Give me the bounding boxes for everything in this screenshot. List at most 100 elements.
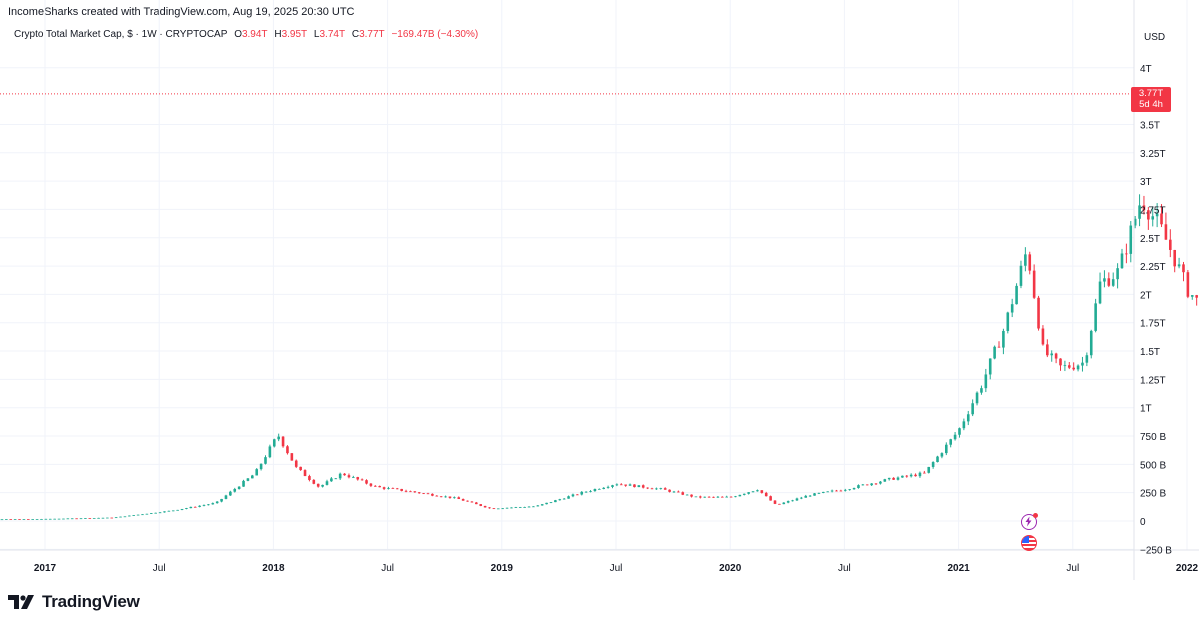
candle xyxy=(387,486,390,490)
candle xyxy=(712,496,715,498)
candle xyxy=(237,486,241,490)
x-tick-label: Jul xyxy=(381,563,394,574)
chart-grid xyxy=(0,0,1188,550)
candle xyxy=(268,444,272,459)
candle xyxy=(114,517,118,519)
y-tick-label: 250 B xyxy=(1140,489,1166,500)
candle xyxy=(31,519,35,520)
candle xyxy=(18,519,21,520)
candle xyxy=(641,484,645,489)
candle xyxy=(409,490,412,493)
candle xyxy=(804,494,808,498)
tradingview-wordmark: TradingView xyxy=(42,592,140,611)
lightning-event-icon[interactable] xyxy=(1021,513,1038,530)
y-tick-label: 4T xyxy=(1140,64,1152,75)
candle xyxy=(360,478,364,481)
candle xyxy=(545,502,548,505)
candle xyxy=(518,506,522,508)
candle xyxy=(720,496,724,498)
candle xyxy=(707,496,711,498)
candle xyxy=(149,513,153,514)
candle xyxy=(848,488,851,491)
candle xyxy=(760,490,764,494)
candle xyxy=(1138,194,1141,227)
candle xyxy=(171,510,175,512)
candle xyxy=(756,489,759,492)
candle xyxy=(505,507,509,509)
candle xyxy=(66,518,70,520)
candle xyxy=(909,473,913,478)
candle xyxy=(1177,257,1181,269)
candle xyxy=(703,496,707,498)
candle xyxy=(185,507,188,510)
y-tick-label: 750 B xyxy=(1140,432,1166,443)
candle xyxy=(202,504,206,507)
candle xyxy=(316,483,320,488)
candle xyxy=(782,502,786,505)
candle xyxy=(53,518,56,520)
candle xyxy=(716,495,720,498)
candle xyxy=(40,518,43,520)
candle xyxy=(233,487,237,493)
candle xyxy=(119,516,122,518)
candle xyxy=(589,490,592,493)
candle xyxy=(615,483,619,487)
candle xyxy=(1169,229,1172,258)
candle xyxy=(382,486,386,491)
candle xyxy=(1059,358,1062,371)
x-tick-label: Jul xyxy=(610,563,623,574)
candle xyxy=(1094,298,1097,333)
y-tick-label: 500 B xyxy=(1140,460,1166,471)
candle xyxy=(365,479,368,485)
y-tick-label: 3.5T xyxy=(1140,120,1160,131)
candle xyxy=(852,487,856,490)
candle xyxy=(936,455,939,463)
high-value: 3.95T xyxy=(281,29,308,40)
candle xyxy=(0,519,4,521)
candle xyxy=(167,510,171,512)
candle xyxy=(242,479,245,487)
tradingview-brand[interactable]: TradingView xyxy=(8,592,140,612)
candle xyxy=(496,508,500,510)
close-label: C xyxy=(351,29,360,40)
candle xyxy=(431,493,434,497)
candle xyxy=(75,518,78,520)
candle xyxy=(70,518,74,520)
candle xyxy=(211,502,215,505)
low-value: 3.74T xyxy=(319,29,346,40)
candle xyxy=(426,492,430,495)
candle xyxy=(215,501,219,504)
price-axis[interactable]: 4T 3.5T 3.25T 3T 2.75T 2.5T 2.25T 2T 1.75T 1.5T 1.… xyxy=(1140,64,1172,557)
y-tick-label: 1T xyxy=(1140,404,1152,415)
candle xyxy=(865,484,869,486)
currency-label[interactable]: USD xyxy=(1144,32,1165,43)
time-axis[interactable]: 2017Jul2018Jul2019Jul2020Jul2021Jul2022J… xyxy=(34,563,1199,574)
us-flag-event-icon[interactable] xyxy=(1021,535,1037,551)
candle xyxy=(892,477,895,480)
symbol-name[interactable]: Crypto Total Market Cap, $ · 1W · CRYPTO… xyxy=(14,29,228,40)
candle xyxy=(189,506,193,509)
candle xyxy=(27,519,30,520)
candle xyxy=(738,494,742,497)
candle xyxy=(980,385,983,395)
candle xyxy=(1151,206,1155,227)
candle xyxy=(1089,329,1093,359)
candle xyxy=(435,495,439,497)
candle xyxy=(1186,269,1190,299)
candle xyxy=(532,506,535,508)
candle xyxy=(1098,272,1102,305)
candle xyxy=(374,485,377,487)
candle xyxy=(887,477,891,481)
candle xyxy=(145,513,149,515)
candle xyxy=(628,483,632,486)
y-tick-label: 3T xyxy=(1140,177,1152,188)
candle xyxy=(1085,352,1089,367)
candle xyxy=(1024,247,1027,272)
candle xyxy=(123,516,127,518)
candle xyxy=(501,508,504,510)
candle xyxy=(611,484,614,489)
candle xyxy=(439,496,443,498)
candle xyxy=(488,507,491,509)
candle xyxy=(444,495,447,498)
